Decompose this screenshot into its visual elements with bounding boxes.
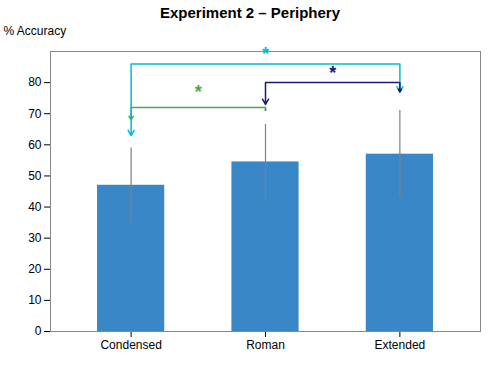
svg-text:10: 10 (28, 293, 42, 307)
svg-text:70: 70 (28, 107, 42, 121)
svg-text:% Accuracy: % Accuracy (4, 24, 67, 38)
svg-text:20: 20 (28, 262, 42, 276)
svg-text:0: 0 (35, 324, 42, 338)
svg-text:40: 40 (28, 200, 42, 214)
html-text:Experiment 2 – Periphery: Experiment 2 – Periphery (160, 4, 340, 21)
svg-text:Condensed: Condensed (100, 338, 161, 352)
svg-text:Extended: Extended (375, 338, 426, 352)
svg-text:60: 60 (28, 138, 42, 152)
svg-text:*: * (195, 82, 202, 102)
svg-text:*: * (329, 63, 336, 83)
svg-text:Roman: Roman (246, 338, 285, 352)
svg-text:50: 50 (28, 169, 42, 183)
svg-text:*: * (262, 44, 269, 64)
svg-text:30: 30 (28, 231, 42, 245)
svg-text:80: 80 (28, 75, 42, 89)
